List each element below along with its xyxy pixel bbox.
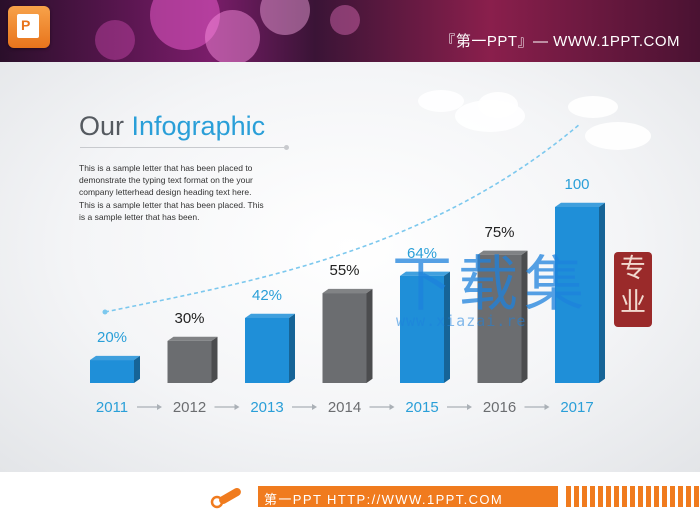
- x-tick-label: 2017: [560, 399, 593, 416]
- bar-top: [555, 202, 605, 207]
- footer-bar: [258, 486, 558, 507]
- x-tick-label: 2015: [405, 399, 438, 416]
- x-tick-label: 2016: [483, 399, 516, 416]
- data-label: 100: [564, 176, 589, 193]
- bar-top: [400, 271, 450, 276]
- bar: [400, 275, 444, 383]
- bar-side: [211, 336, 218, 383]
- description-text: This is a sample letter that has been pl…: [79, 163, 264, 222]
- cloud-decoration: [418, 90, 464, 112]
- bar: [322, 293, 367, 383]
- bar: [555, 207, 599, 383]
- logo-letter: P: [21, 17, 31, 33]
- title-underline: [80, 147, 285, 148]
- bokeh-light: [205, 10, 260, 62]
- cloud-decoration: [568, 96, 618, 118]
- x-tick-label: 2011: [96, 399, 128, 416]
- bar: [477, 254, 522, 383]
- data-label: 64%: [407, 245, 437, 262]
- title-underline-dot: [284, 145, 289, 150]
- bar-side: [599, 202, 605, 383]
- year-arrow-head: [389, 404, 395, 410]
- footer-text: 第一PPT HTTP://WWW.1PPT.COM: [264, 492, 504, 507]
- footer-stripes: [566, 486, 700, 507]
- data-label: 20%: [97, 329, 127, 346]
- bar: [245, 317, 289, 383]
- data-label: 55%: [329, 262, 359, 279]
- year-arrow-head: [544, 404, 550, 410]
- page-title: Our Infographic: [79, 111, 265, 142]
- bar-top: [167, 336, 218, 341]
- cloud-decoration: [585, 122, 651, 150]
- trend-line: [104, 123, 581, 313]
- bar-side: [289, 313, 295, 383]
- year-arrow-head: [234, 404, 240, 410]
- year-arrow-head: [312, 404, 317, 410]
- header-banner: P 『第一PPT』— WWW.1PPT.COM: [0, 0, 700, 62]
- year-arrow-head: [157, 404, 162, 410]
- pencil-icon: [210, 488, 241, 509]
- bar-side: [366, 288, 373, 383]
- x-tick-label: 2012: [173, 399, 206, 416]
- watermark-chars: 下载集: [392, 250, 590, 320]
- bokeh-light: [330, 5, 360, 35]
- title-prefix: Our: [79, 111, 132, 141]
- title-accent: Infographic: [131, 111, 266, 141]
- x-tick-label: 2014: [328, 399, 361, 416]
- bar-side: [444, 271, 450, 383]
- bar-top: [90, 355, 140, 361]
- data-label: 75%: [484, 224, 514, 241]
- trend-line-start-dot: [102, 309, 108, 315]
- bar-top: [322, 288, 373, 294]
- ppt-logo-icon: P: [8, 6, 50, 48]
- bar: [167, 340, 212, 383]
- cloud-decoration: [478, 92, 518, 118]
- bar-side: [134, 355, 140, 383]
- banner-site-text: 『第一PPT』— WWW.1PPT.COM: [440, 33, 680, 50]
- year-arrow-head: [467, 404, 472, 410]
- bar: [90, 360, 134, 383]
- x-tick-label: 2013: [250, 399, 283, 416]
- bar-top: [477, 250, 528, 255]
- bar-side: [521, 250, 528, 383]
- data-label: 30%: [174, 310, 204, 327]
- bokeh-light: [95, 20, 135, 60]
- watermark-url: www.xiazai.re: [396, 312, 527, 330]
- data-label: 42%: [252, 287, 282, 304]
- bar-top: [245, 313, 295, 318]
- seal-stamp: 专业: [614, 252, 652, 327]
